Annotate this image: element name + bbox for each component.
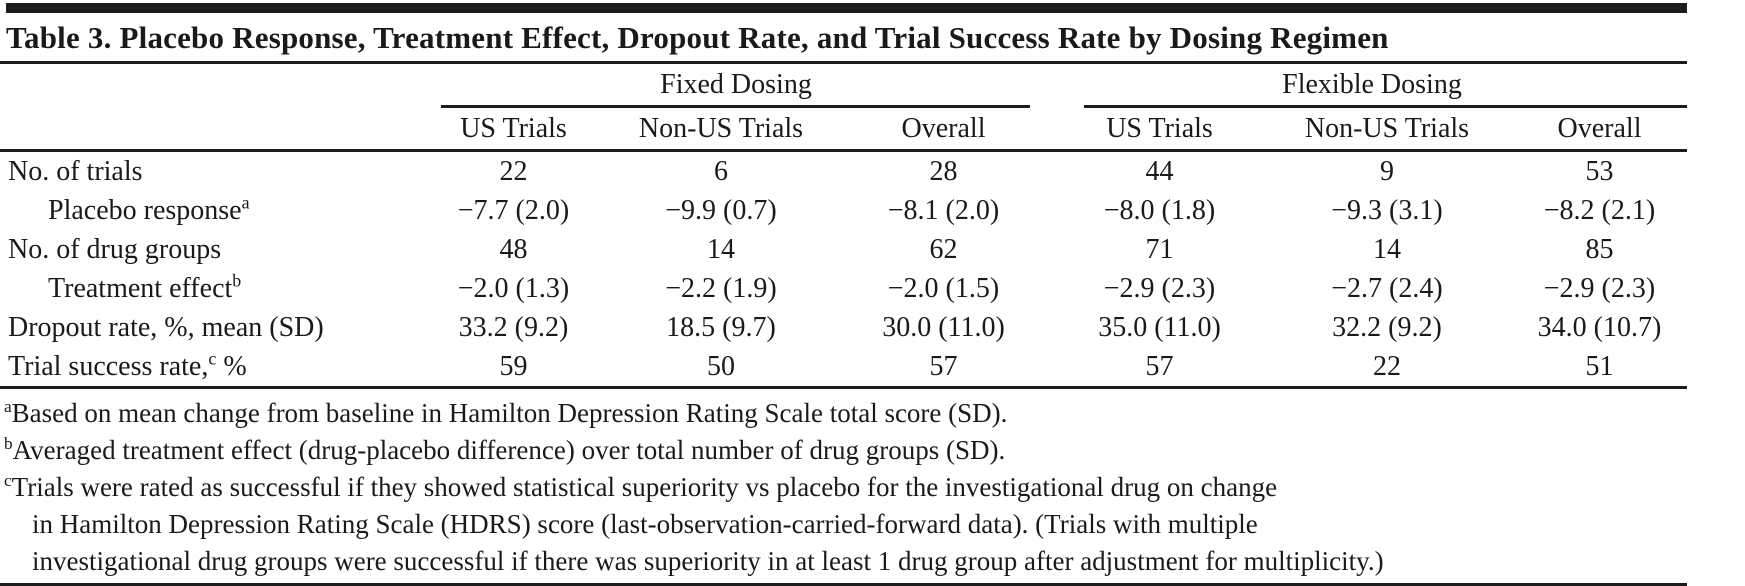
footnote-text: Based on mean change from baseline in Ha… bbox=[11, 398, 1008, 428]
row-label-suffix: % bbox=[216, 350, 247, 382]
footnote-marker: b bbox=[4, 434, 13, 453]
footnote-text: Averaged treatment effect (drug-placebo … bbox=[12, 435, 1006, 465]
column-header-flexible-us: US Trials bbox=[1057, 108, 1262, 152]
row-label-text: No. of drug groups bbox=[8, 233, 222, 265]
table-cell: 28 bbox=[929, 155, 958, 187]
table-cell: −2.2 (1.9) bbox=[665, 272, 777, 304]
corner-spacer bbox=[0, 108, 415, 152]
column-header-flexible-overall: Overall bbox=[1512, 108, 1687, 152]
table-cell: 22 bbox=[499, 155, 528, 187]
row-label-text: No. of trials bbox=[8, 155, 143, 187]
table-cell: 18.5 (9.7) bbox=[666, 311, 776, 343]
row-label: Treatment effectb bbox=[0, 269, 415, 308]
group-header-fixed-dosing: Fixed Dosing bbox=[415, 64, 1057, 108]
footnote-a: aBased on mean change from baseline in H… bbox=[4, 395, 1687, 432]
table-cell: 6 bbox=[714, 155, 728, 187]
table-cell: 35.0 (11.0) bbox=[1098, 311, 1221, 343]
footnote-marker: c bbox=[4, 471, 12, 490]
fixed-spanner-rule bbox=[441, 105, 1030, 108]
table-cell: 9 bbox=[1380, 155, 1394, 187]
row-label-text: Treatment effect bbox=[48, 272, 233, 304]
table-cell: 22 bbox=[1262, 347, 1512, 389]
table-cell: −8.1 (2.0) bbox=[887, 194, 1000, 226]
table-3: Fixed Dosing Flexible Dosing US Trials N… bbox=[0, 64, 1687, 389]
group-label-fixed: Fixed Dosing bbox=[660, 69, 812, 100]
table-row-no-of-trials: No. of trials 22 6 28 44 9 53 bbox=[0, 151, 1687, 192]
table-cell: 30.0 (11.0) bbox=[882, 311, 1005, 343]
table-3-sheet: Table 3. Placebo Response, Treatment Eff… bbox=[0, 3, 1687, 586]
table-cell: 57 bbox=[830, 347, 1057, 389]
table-cell: 32.2 (9.2) bbox=[1332, 311, 1442, 343]
table-row-no-of-drug-groups: No. of drug groups 48 14 62 71 14 85 bbox=[0, 230, 1687, 269]
flexible-spanner-rule bbox=[1084, 105, 1687, 108]
column-header-flexible-nonus: Non-US Trials bbox=[1262, 108, 1512, 152]
table-cell: 34.0 (10.7) bbox=[1537, 311, 1662, 343]
footnote-b: bAveraged treatment effect (drug-placebo… bbox=[4, 432, 1687, 469]
table-cell: 48 bbox=[499, 233, 528, 265]
table-cell: −2.9 (2.3) bbox=[1543, 272, 1656, 304]
table-row-placebo-response: Placebo responsea −7.7 (2.0) −9.9 (0.7) … bbox=[0, 191, 1687, 230]
group-label-flexible: Flexible Dosing bbox=[1282, 69, 1462, 100]
table-cell: −9.3 (3.1) bbox=[1331, 194, 1443, 226]
row-label-text: Dropout rate, %, mean (SD) bbox=[8, 311, 324, 343]
row-label: Dropout rate, %, mean (SD) bbox=[0, 308, 415, 347]
table-cell: 51 bbox=[1512, 347, 1687, 389]
footnote-marker: c bbox=[208, 348, 217, 369]
table-cell: −2.7 (2.4) bbox=[1331, 272, 1443, 304]
footnote-c-continuation: in Hamilton Depression Rating Scale (HDR… bbox=[32, 509, 1258, 539]
table-cell: −8.2 (2.1) bbox=[1543, 194, 1656, 226]
table-cell: 14 bbox=[1373, 233, 1401, 265]
row-label: Trial success rate,c % bbox=[0, 347, 415, 389]
row-label: Placebo responsea bbox=[0, 191, 415, 230]
table-cell: 14 bbox=[707, 233, 735, 265]
table-cell: −2.9 (2.3) bbox=[1103, 272, 1216, 304]
footnote-c: cTrials were rated as successful if they… bbox=[4, 469, 1687, 506]
bottom-rule bbox=[0, 583, 1687, 586]
row-label: No. of trials bbox=[0, 151, 415, 192]
table-cell: 33.2 (9.2) bbox=[458, 311, 569, 343]
table-cell: 59 bbox=[415, 347, 612, 389]
row-label-text: Trial success rate, bbox=[8, 350, 209, 382]
corner-spacer bbox=[0, 64, 415, 108]
footnote-c-continuation: investigational drug groups were success… bbox=[32, 546, 1384, 576]
table-cell: 53 bbox=[1585, 155, 1614, 187]
table-cell: −8.0 (1.8) bbox=[1103, 194, 1216, 226]
table-cell: 85 bbox=[1585, 233, 1614, 265]
column-header-row: US Trials Non-US Trials Overall US Trial… bbox=[0, 108, 1687, 152]
table-cell: −2.0 (1.3) bbox=[457, 272, 570, 304]
table-cell: −7.7 (2.0) bbox=[457, 194, 570, 226]
column-header-fixed-us: US Trials bbox=[415, 108, 612, 152]
column-header-fixed-nonus: Non-US Trials bbox=[612, 108, 830, 152]
footnotes-block: aBased on mean change from baseline in H… bbox=[0, 389, 1687, 581]
table-cell: 44 bbox=[1145, 155, 1174, 187]
footnote-marker: a bbox=[4, 397, 12, 416]
footnote-marker: b bbox=[232, 270, 242, 291]
row-label-text: Placebo response bbox=[48, 194, 242, 226]
table-row-dropout-rate: Dropout rate, %, mean (SD) 33.2 (9.2) 18… bbox=[0, 308, 1687, 347]
footnote-text: Trials were rated as successful if they … bbox=[11, 472, 1278, 502]
table-row-trial-success-rate: Trial success rate,c % 59 50 57 57 22 51 bbox=[0, 347, 1687, 389]
table-cell: −2.0 (1.5) bbox=[887, 272, 1000, 304]
table-cell: 62 bbox=[929, 233, 958, 265]
table-cell: 57 bbox=[1057, 347, 1262, 389]
column-header-fixed-overall: Overall bbox=[830, 108, 1057, 152]
top-thick-rule bbox=[6, 3, 1687, 13]
table-cell: −9.9 (0.7) bbox=[665, 194, 777, 226]
footnote-marker: a bbox=[241, 192, 250, 213]
row-label: No. of drug groups bbox=[0, 230, 415, 269]
group-header-flexible-dosing: Flexible Dosing bbox=[1057, 64, 1687, 108]
table-cell: 71 bbox=[1145, 233, 1174, 265]
table-cell: 50 bbox=[612, 347, 830, 389]
table-title: Table 3. Placebo Response, Treatment Eff… bbox=[0, 13, 1687, 64]
group-header-row: Fixed Dosing Flexible Dosing bbox=[0, 64, 1687, 108]
table-row-treatment-effect: Treatment effectb −2.0 (1.3) −2.2 (1.9) … bbox=[0, 269, 1687, 308]
